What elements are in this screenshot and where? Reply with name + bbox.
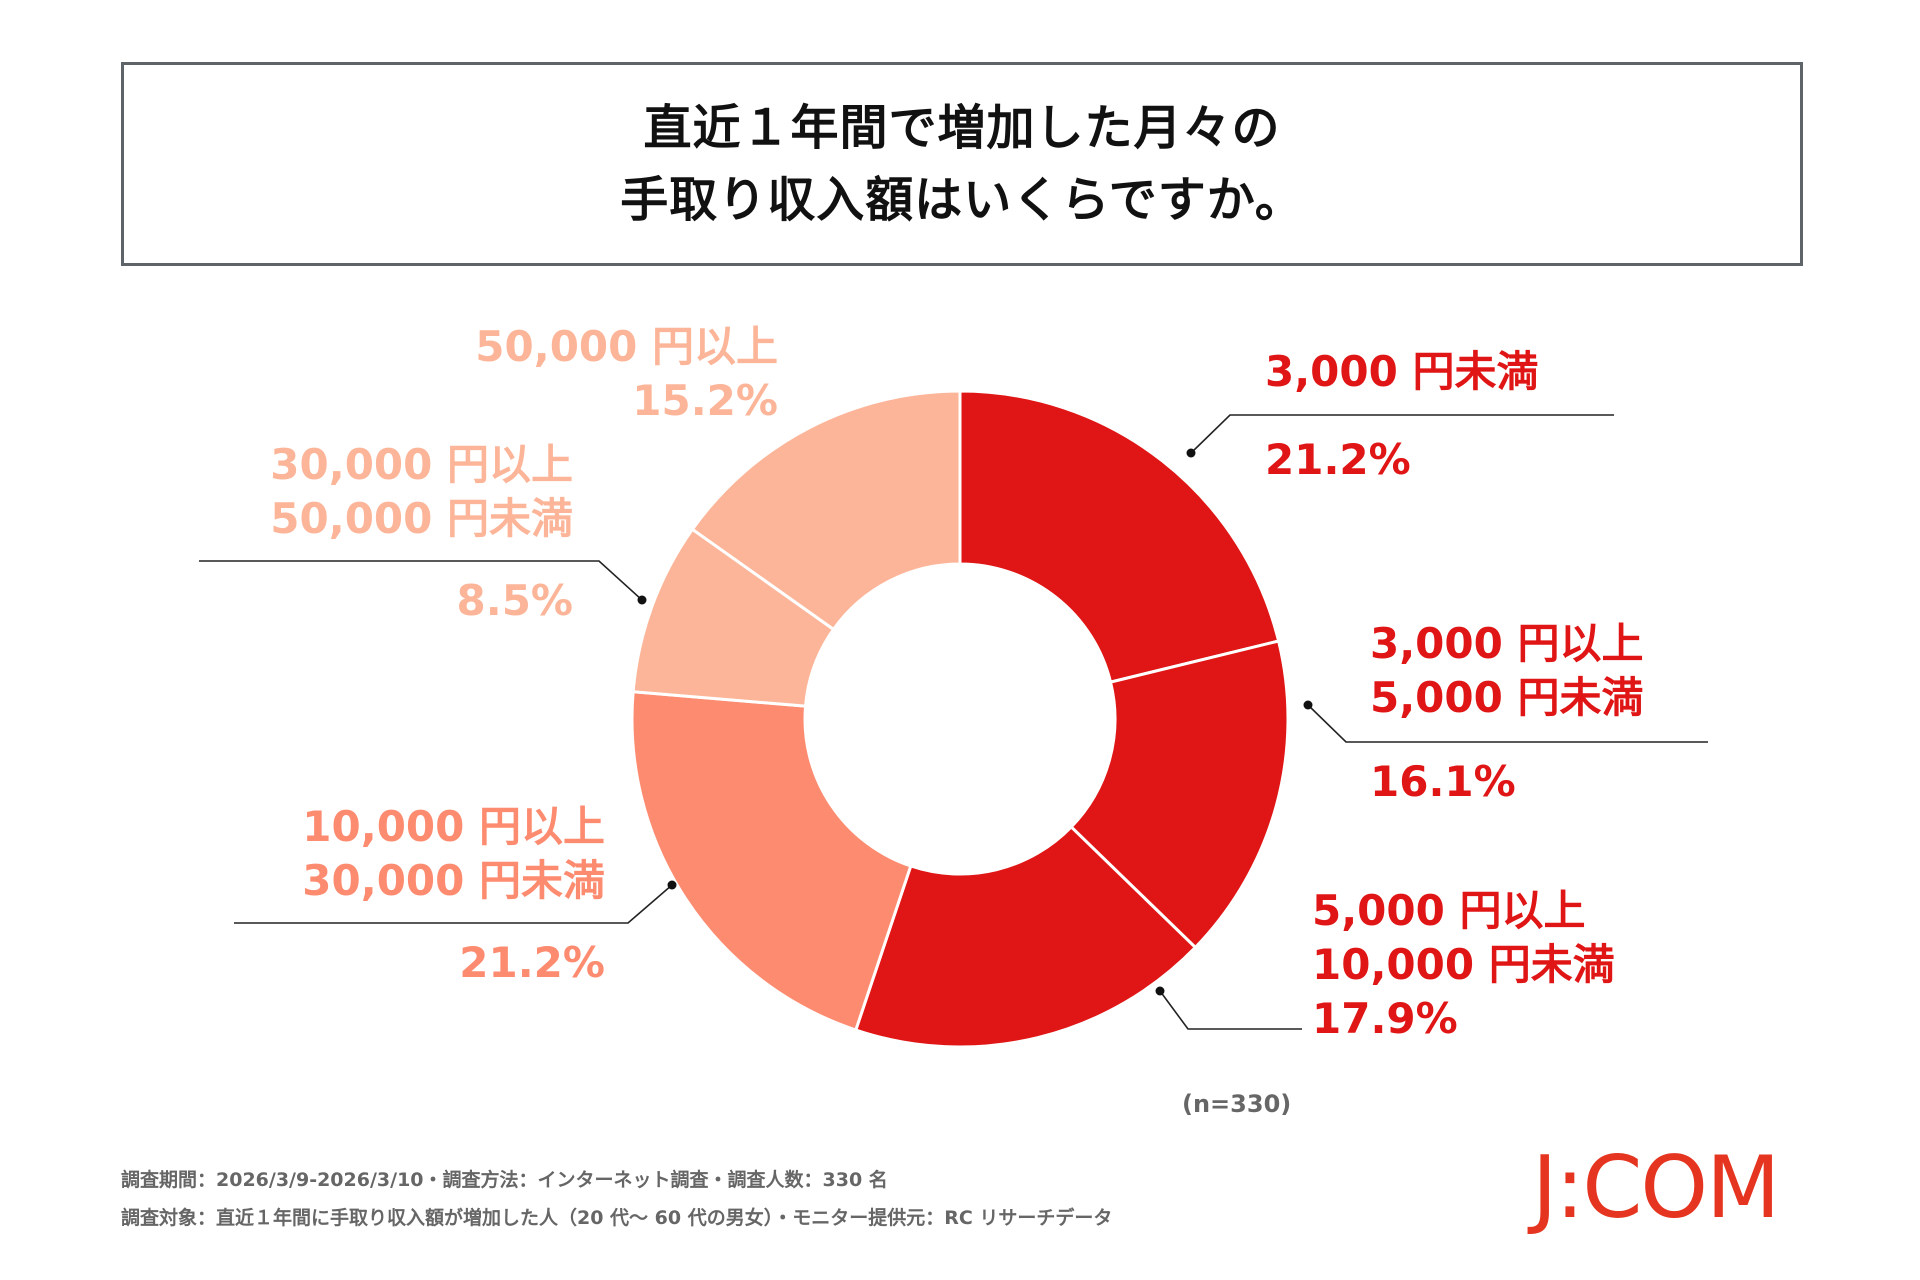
- label-4-pct: 8.5%: [456, 576, 573, 625]
- label-2-category-1: 5,000 円以上: [1312, 886, 1586, 935]
- title-box: 直近１年間で増加した月々の 手取り収入額はいくらですか。: [121, 62, 1803, 266]
- label-3-pct: 21.2%: [459, 938, 605, 987]
- label-0-category: 3,000 円未満: [1265, 347, 1539, 396]
- leader-dot-3: [667, 880, 677, 890]
- donut-slice-0: [958, 389, 1281, 684]
- label-5-category: 50,000 円以上: [475, 322, 778, 371]
- label-2: 5,000 円以上 10,000 円未満 17.9%: [1312, 884, 1615, 1046]
- label-1-category-2: 5,000 円未満: [1370, 673, 1644, 722]
- label-0-pct: 21.2%: [1265, 435, 1411, 484]
- leader-dot-0: [1186, 448, 1196, 458]
- jcom-logo: J:COM: [1532, 1138, 1780, 1238]
- leader-line-4: [199, 560, 643, 601]
- label-5-pct: 15.2%: [632, 376, 778, 425]
- label-4: 30,000 円以上 50,000 円未満 8.5%: [270, 438, 573, 628]
- leader-dot-1: [1303, 700, 1313, 710]
- chart-title-line-2: 手取り収入額はいくらですか。: [620, 172, 1304, 228]
- chart-title-line-1: 直近１年間で増加した月々の: [643, 100, 1281, 156]
- label-5: 50,000 円以上 15.2%: [475, 320, 778, 428]
- sample-size-note: (n=330): [1182, 1090, 1292, 1118]
- label-4-category-2: 50,000 円未満: [270, 494, 573, 543]
- label-3-category-2: 30,000 円未満: [302, 856, 605, 905]
- donut-slice-2: [853, 824, 1198, 1049]
- label-3: 10,000 円以上 30,000 円未満 21.2%: [302, 800, 605, 990]
- donut-slice-1: [1069, 639, 1290, 950]
- leader-line-2: [1159, 990, 1302, 1030]
- footer-line-2: 調査対象：直近１年間に手取り収入額が増加した人（20 代～ 60 代の男女）・モ…: [121, 1207, 1113, 1229]
- footer-line-1: 調査期間：2026/3/9-2026/3/10・調査方法：インターネット調査・調…: [121, 1169, 888, 1191]
- donut-slice-3: [630, 690, 913, 1032]
- leader-dot-4: [637, 595, 647, 605]
- label-3-category-1: 10,000 円以上: [302, 802, 605, 851]
- leader-dot-2: [1155, 986, 1165, 996]
- leader-line-0: [1190, 414, 1614, 454]
- donut-slice-5: [690, 389, 962, 632]
- label-1-category-1: 3,000 円以上: [1370, 619, 1644, 668]
- label-2-pct: 17.9%: [1312, 994, 1458, 1043]
- label-1-pct: 16.1%: [1370, 757, 1516, 806]
- label-4-category-1: 30,000 円以上: [270, 440, 573, 489]
- label-2-category-2: 10,000 円未満: [1312, 940, 1615, 989]
- label-1: 3,000 円以上 5,000 円未満 16.1%: [1370, 617, 1643, 809]
- leader-line-1: [1307, 704, 1708, 743]
- leader-line-3: [234, 884, 673, 924]
- label-0: 3,000 円未満 21.2%: [1265, 345, 1538, 487]
